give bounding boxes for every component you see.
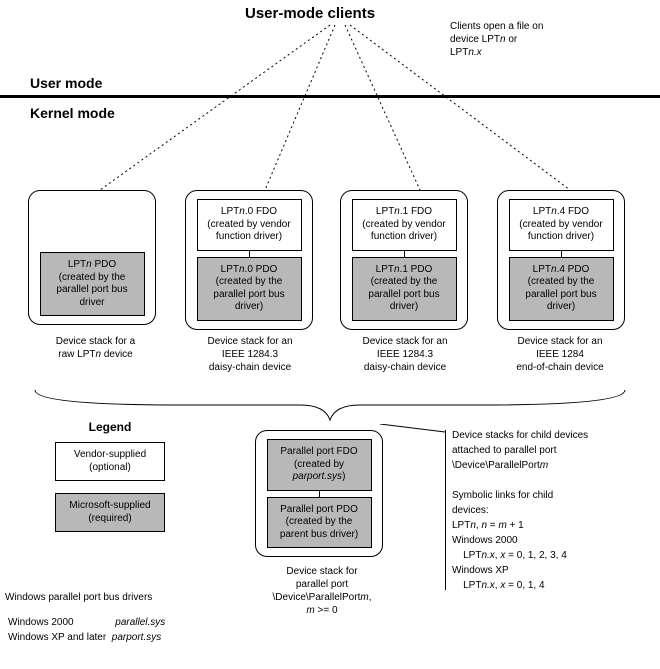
lptn-pdo-box: LPTn PDO(created by theparallel port bus…	[40, 252, 145, 316]
stack-parent-port: Parallel port FDO(created byparport.sys)…	[255, 430, 383, 557]
stack-parent-label: Device stack forparallel port\Device\Par…	[252, 565, 392, 617]
lptn0-fdo-box: LPTn.0 FDO(created by vendorfunction dri…	[197, 199, 302, 251]
lptn1-pdo-box: LPTn.1 PDO(created by theparallel port b…	[352, 257, 457, 321]
lptn0-pdo-box: LPTn.0 PDO(created by theparallel port b…	[197, 257, 302, 321]
footer-drivers: Windows 2000 parallel.sys Windows XP and…	[8, 615, 165, 645]
stack-end-chain-label: Device stack for anIEEE 1284end-of-chain…	[500, 335, 620, 374]
footer-wxp-label: Windows XP and later	[8, 632, 106, 643]
kernel-mode-label: Kernel mode	[30, 105, 115, 121]
client-note: Clients open a file on device LPTn or LP…	[450, 20, 543, 59]
legend: Legend Vendor-supplied (optional) Micros…	[55, 420, 165, 538]
stack-raw-label: Device stack for araw LPTn device	[38, 335, 153, 361]
footer-title: Windows parallel port bus drivers	[5, 590, 152, 605]
footer-w2k-label: Windows 2000	[8, 617, 74, 628]
legend-vendor-box: Vendor-supplied (optional)	[55, 442, 165, 481]
info-divider-bar	[445, 430, 446, 590]
mode-divider	[0, 95, 660, 98]
legend-title: Legend	[55, 420, 165, 434]
lptn4-pdo-box: LPTn.4 PDO(created by theparallel port b…	[509, 257, 614, 321]
lptn4-fdo-box: LPTn.4 FDO(created by vendorfunction dri…	[509, 199, 614, 251]
lptn1-fdo-box: LPTn.1 FDO(created by vendorfunction dri…	[352, 199, 457, 251]
stack-daisy-0-label: Device stack for anIEEE 1284.3daisy-chai…	[190, 335, 310, 374]
parent-pdo-box: Parallel port PDO(created by theparent b…	[267, 497, 372, 549]
parent-fdo-box: Parallel port FDO(created byparport.sys)	[267, 439, 372, 491]
info-pointer-line	[380, 424, 450, 434]
stack-raw: LPTn PDO(created by theparallel port bus…	[28, 190, 156, 325]
user-mode-label: User mode	[30, 75, 102, 91]
legend-ms-box: Microsoft-supplied (required)	[55, 493, 165, 532]
stack-daisy-1: LPTn.1 FDO(created by vendorfunction dri…	[340, 190, 468, 330]
stack-daisy-1-label: Device stack for anIEEE 1284.3daisy-chai…	[345, 335, 465, 374]
info-text: Device stacks for child devices attached…	[452, 428, 588, 593]
footer-w2k-drv: parallel.sys	[115, 617, 165, 628]
stack-end-chain: LPTn.4 FDO(created by vendorfunction dri…	[497, 190, 625, 330]
stack-daisy-0: LPTn.0 FDO(created by vendorfunction dri…	[185, 190, 313, 330]
footer-wxp-drv: parport.sys	[112, 632, 161, 643]
title: User-mode clients	[245, 5, 375, 22]
